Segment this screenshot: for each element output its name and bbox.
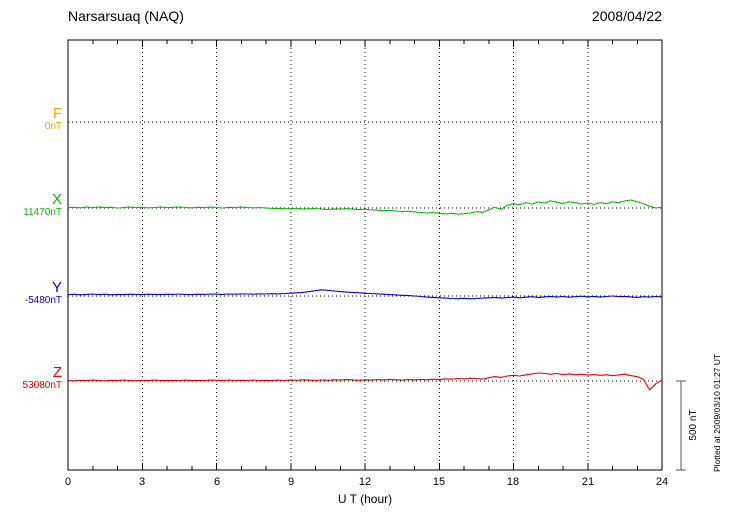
component-label-Y: Y -5480nT [0,280,62,306]
x-tick-label: 18 [506,476,520,488]
x-tick-label: 24 [655,476,669,488]
x-tick-label: 21 [581,476,595,488]
component-baseline-value: 53080nT [22,379,62,391]
trace-Y [67,289,663,300]
component-letter: X [51,191,62,208]
plotted-at-note: Plotted at 2009/03/10 01:27 UT [712,353,722,472]
page-title: Narsarsuaq (NAQ) [68,8,184,24]
trace-X [67,199,663,215]
component-baseline-value: -5480nT [24,294,62,306]
component-label-Z: Z 53080nT [0,365,62,391]
component-label-F: F 0nT [0,106,62,132]
x-tick-label: 0 [64,476,72,488]
component-label-X: X 11470nT [0,192,62,218]
component-baseline-value: 0nT [44,120,62,132]
x-tick-label: 6 [213,476,221,488]
component-letter: F [52,105,62,122]
x-tick-label: 12 [358,476,372,488]
component-baseline-value: 11470nT [23,206,62,218]
x-tick-label: 15 [432,476,446,488]
component-letter: Y [51,279,62,296]
scale-bar-label: 500 nT [688,409,699,441]
x-tick-label: 9 [287,476,295,488]
date-label: 2008/04/22 [591,8,662,24]
component-letter: Z [52,364,62,381]
x-axis-label: U T (hour) [337,492,393,506]
x-tick-label: 3 [138,476,146,488]
trace-Z [67,372,663,391]
